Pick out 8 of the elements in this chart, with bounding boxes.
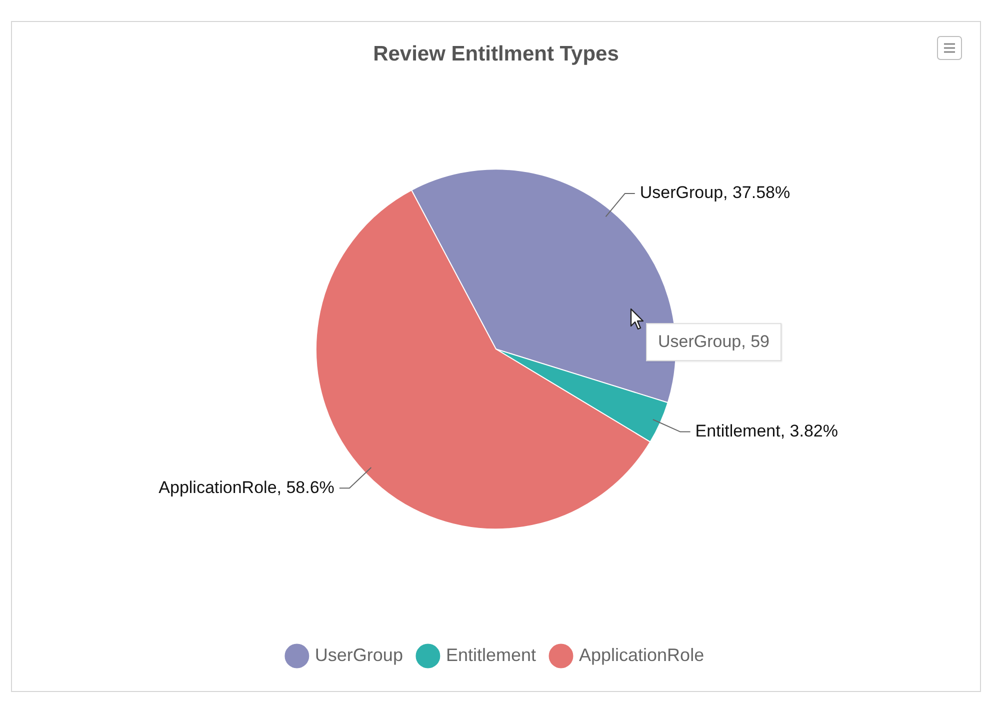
data-label: Entitlement, 3.82%	[695, 421, 838, 440]
text: UserGroup, 59	[658, 332, 770, 351]
legend-label: UserGroup	[314, 644, 403, 665]
legend-label: ApplicationRole	[579, 644, 704, 665]
data-label: UserGroup, 37.58%	[640, 183, 790, 202]
data-label: ApplicationRole, 58.6%	[158, 478, 334, 497]
chart-title: Review Entitlment Types	[373, 42, 619, 66]
legend-label: Entitlement	[446, 644, 536, 665]
